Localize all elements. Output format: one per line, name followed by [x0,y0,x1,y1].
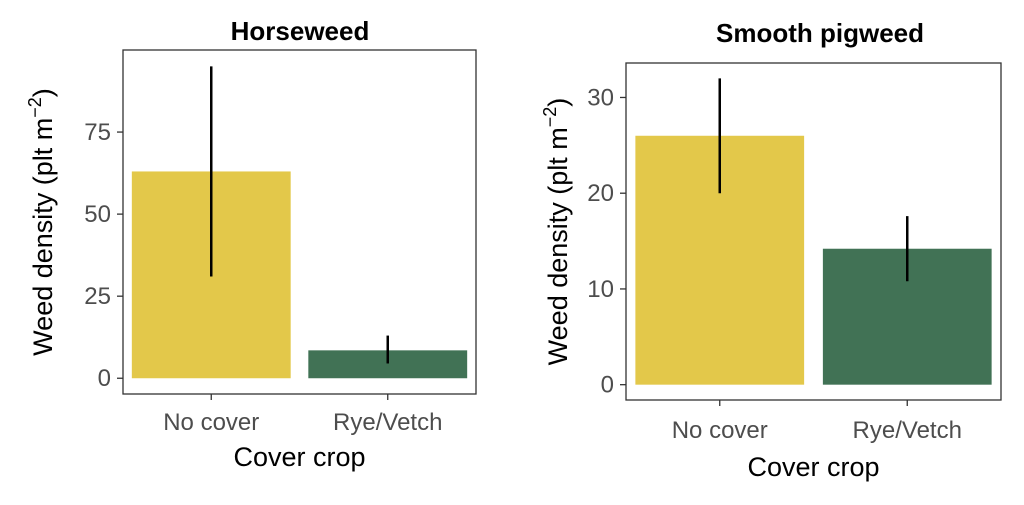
y-tick-label: 25 [84,283,111,310]
chart-panel-1: Horseweed 0 25 50 75 No cover Rye/Vetch Cover c… [25,16,477,472]
x-axis-title: Cover crop [747,452,879,482]
x-tick-label: No cover [163,409,259,436]
y-tick-label: 10 [587,276,614,303]
plot-frame [625,62,1002,401]
y-tick-label: 0 [601,372,614,399]
y-axis-title: Weed density (plt m−2) [25,88,58,356]
chart-panel-2: Smooth pigweed 0 10 20 30 No cover Rye/Vetch Co… [540,18,1002,482]
y-tick-label: 0 [98,365,111,392]
x-axis-title: Cover crop [233,442,365,472]
plot-frame [122,49,477,395]
x-tick-label: No cover [672,417,768,444]
chart-title: Smooth pigweed [716,18,924,48]
y-tick-label: 75 [84,119,111,146]
chart-title: Horseweed [231,16,370,46]
y-axis-title: Weed density (plt m−2) [540,98,573,366]
y-tick-label: 50 [84,201,111,228]
y-tick-label: 30 [587,84,614,111]
x-tick-label: Rye/Vetch [853,417,962,444]
x-tick-label: Rye/Vetch [333,409,442,436]
y-axis-title-main: Weed density (plt m [28,118,58,356]
y-axis-title-close: ) [543,98,573,107]
y-axis-title-main: Weed density (plt m [543,127,573,365]
y-axis-title-close: ) [28,88,58,97]
y-tick-label: 20 [587,180,614,207]
y-axis-title-exponent: −2 [540,107,560,128]
y-axis-title-exponent: −2 [25,97,45,118]
